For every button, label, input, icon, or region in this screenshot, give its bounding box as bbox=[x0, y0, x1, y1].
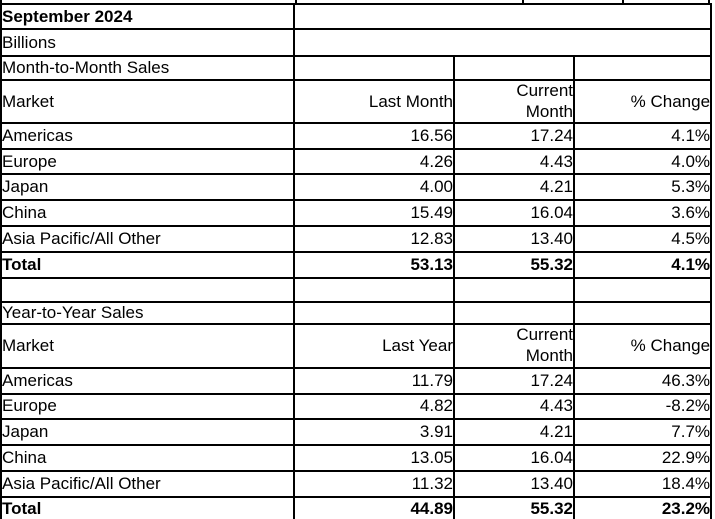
current-cell[interactable]: 16.04 bbox=[453, 199, 575, 228]
empty-cell[interactable] bbox=[572, 277, 713, 304]
empty-cell[interactable] bbox=[292, 3, 713, 30]
market-cell[interactable]: China bbox=[0, 199, 295, 228]
total-change-cell[interactable]: 4.1% bbox=[572, 251, 713, 280]
change-cell[interactable]: 3.6% bbox=[572, 199, 713, 228]
current-cell[interactable]: 4.21 bbox=[453, 173, 575, 202]
total-current-cell[interactable]: 55.32 bbox=[453, 251, 575, 280]
empty-cell[interactable] bbox=[0, 277, 295, 304]
table-row-mtm-americas: Americas 16.56 17.24 4.1% bbox=[0, 122, 713, 151]
gridline-stub bbox=[622, 0, 624, 3]
change-cell[interactable]: 4.5% bbox=[572, 225, 713, 254]
table-row-mtm-europe: Europe 4.26 4.43 4.0% bbox=[0, 148, 713, 176]
market-cell[interactable]: Americas bbox=[0, 366, 295, 395]
total-current-cell[interactable]: 55.32 bbox=[453, 495, 575, 519]
market-cell[interactable]: Europe bbox=[0, 392, 295, 420]
prev-cell[interactable]: 15.49 bbox=[293, 199, 455, 228]
last-month-header-cell[interactable]: Last Month bbox=[293, 78, 455, 125]
market-header-cell[interactable]: Market bbox=[0, 78, 295, 125]
table-row-yty-asia-pacific: Asia Pacific/All Other 11.32 13.40 18.4% bbox=[0, 469, 713, 498]
current-cell[interactable]: 4.43 bbox=[453, 392, 575, 420]
market-cell[interactable]: Europe bbox=[0, 148, 295, 176]
market-cell[interactable]: Japan bbox=[0, 417, 295, 446]
empty-cell[interactable] bbox=[453, 55, 575, 81]
market-cell[interactable]: Asia Pacific/All Other bbox=[0, 469, 295, 498]
table-row-yty-americas: Americas 11.79 17.24 46.3% bbox=[0, 366, 713, 395]
current-cell[interactable]: 13.40 bbox=[453, 225, 575, 254]
empty-cell[interactable] bbox=[292, 28, 713, 57]
section-title-cell-yty[interactable]: Year-to-Year Sales bbox=[0, 301, 295, 326]
table-row-yty-japan: Japan 3.91 4.21 7.7% bbox=[0, 417, 713, 446]
market-cell[interactable]: Americas bbox=[0, 122, 295, 151]
total-row-mtm: Total 53.13 55.32 4.1% bbox=[0, 251, 713, 280]
prev-cell[interactable]: 16.56 bbox=[293, 122, 455, 151]
market-cell[interactable]: Japan bbox=[0, 173, 295, 202]
current-cell[interactable]: 16.04 bbox=[453, 443, 575, 472]
table-row-mtm-china: China 15.49 16.04 3.6% bbox=[0, 199, 713, 228]
change-cell[interactable]: 46.3% bbox=[572, 366, 713, 395]
total-label-cell[interactable]: Total bbox=[0, 251, 295, 280]
prev-cell[interactable]: 11.32 bbox=[293, 469, 455, 498]
total-label-cell[interactable]: Total bbox=[0, 495, 295, 519]
pct-change-header-cell[interactable]: % Change bbox=[572, 78, 713, 125]
current-cell[interactable]: 17.24 bbox=[453, 366, 575, 395]
empty-cell[interactable] bbox=[453, 301, 575, 326]
current-cell[interactable]: 17.24 bbox=[453, 122, 575, 151]
change-cell[interactable]: 4.0% bbox=[572, 148, 713, 176]
table-row-mtm-japan: Japan 4.00 4.21 5.3% bbox=[0, 173, 713, 202]
empty-cell[interactable] bbox=[453, 277, 575, 304]
last-year-header-cell[interactable]: Last Year bbox=[293, 323, 455, 369]
prev-cell[interactable]: 11.79 bbox=[293, 366, 455, 395]
sales-report-table: September 2024 Billions Month-to-Month S… bbox=[0, 3, 713, 519]
gridline-stub bbox=[522, 0, 524, 3]
market-header-cell[interactable]: Market bbox=[0, 323, 295, 369]
current-month-header-cell[interactable]: Current Month bbox=[453, 78, 575, 125]
total-row-yty: Total 44.89 55.32 23.2% bbox=[0, 495, 713, 519]
prev-cell[interactable]: 4.00 bbox=[293, 173, 455, 202]
change-cell[interactable]: 18.4% bbox=[572, 469, 713, 498]
current-cell[interactable]: 4.21 bbox=[453, 417, 575, 446]
empty-cell[interactable] bbox=[293, 301, 455, 326]
change-cell[interactable]: 7.7% bbox=[572, 417, 713, 446]
market-cell[interactable]: Asia Pacific/All Other bbox=[0, 225, 295, 254]
unit-label-row: Billions bbox=[0, 28, 713, 57]
prev-cell[interactable]: 4.26 bbox=[293, 148, 455, 176]
market-cell[interactable]: China bbox=[0, 443, 295, 472]
spacer-row bbox=[0, 277, 713, 304]
empty-cell[interactable] bbox=[293, 277, 455, 304]
empty-cell[interactable] bbox=[572, 301, 713, 326]
total-prev-cell[interactable]: 44.89 bbox=[293, 495, 455, 519]
partial-row-top bbox=[0, 0, 710, 3]
header-row-mtm: Market Last Month Current Month % Change bbox=[0, 78, 713, 125]
change-cell[interactable]: 4.1% bbox=[572, 122, 713, 151]
prev-cell[interactable]: 3.91 bbox=[293, 417, 455, 446]
current-month-header-cell[interactable]: Current Month bbox=[453, 323, 575, 369]
prev-cell[interactable]: 4.82 bbox=[293, 392, 455, 420]
empty-cell[interactable] bbox=[293, 55, 455, 81]
section-title-cell-mtm[interactable]: Month-to-Month Sales bbox=[0, 55, 295, 81]
prev-cell[interactable]: 13.05 bbox=[293, 443, 455, 472]
table-row-yty-china: China 13.05 16.04 22.9% bbox=[0, 443, 713, 472]
total-prev-cell[interactable]: 53.13 bbox=[293, 251, 455, 280]
table-row-yty-europe: Europe 4.82 4.43 -8.2% bbox=[0, 392, 713, 420]
current-cell[interactable]: 13.40 bbox=[453, 469, 575, 498]
section-title-row-yty: Year-to-Year Sales bbox=[0, 301, 713, 326]
section-title-row-mtm: Month-to-Month Sales bbox=[0, 55, 713, 81]
total-change-cell[interactable]: 23.2% bbox=[572, 495, 713, 519]
empty-cell[interactable] bbox=[572, 55, 713, 81]
prev-cell[interactable]: 12.83 bbox=[293, 225, 455, 254]
pct-change-header-cell[interactable]: % Change bbox=[572, 323, 713, 369]
change-cell[interactable]: -8.2% bbox=[572, 392, 713, 420]
change-cell[interactable]: 22.9% bbox=[572, 443, 713, 472]
header-row-yty: Market Last Year Current Month % Change bbox=[0, 323, 713, 369]
current-cell[interactable]: 4.43 bbox=[453, 148, 575, 176]
report-title-row: September 2024 bbox=[0, 3, 713, 30]
gridline-stub bbox=[295, 0, 297, 3]
unit-label-cell[interactable]: Billions bbox=[0, 28, 295, 57]
table-row-mtm-asia-pacific: Asia Pacific/All Other 12.83 13.40 4.5% bbox=[0, 225, 713, 254]
change-cell[interactable]: 5.3% bbox=[572, 173, 713, 202]
report-title-cell[interactable]: September 2024 bbox=[0, 3, 295, 30]
